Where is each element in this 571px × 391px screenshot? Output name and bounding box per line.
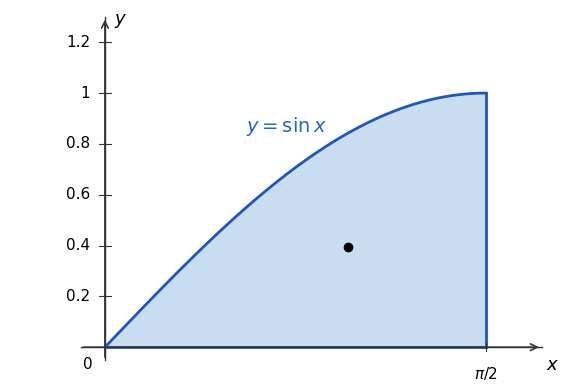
Text: 0.8: 0.8 xyxy=(66,136,90,151)
Text: $y = \sin x$: $y = \sin x$ xyxy=(246,115,327,138)
Text: 1.2: 1.2 xyxy=(66,35,90,50)
Text: 0: 0 xyxy=(83,357,93,373)
Text: 0.6: 0.6 xyxy=(66,187,90,202)
Text: y: y xyxy=(114,10,125,29)
Text: 0.4: 0.4 xyxy=(66,238,90,253)
Text: $\pi/2$: $\pi/2$ xyxy=(474,365,498,382)
Text: 0.2: 0.2 xyxy=(66,289,90,304)
Text: 1: 1 xyxy=(81,86,90,100)
Text: x: x xyxy=(546,356,557,374)
